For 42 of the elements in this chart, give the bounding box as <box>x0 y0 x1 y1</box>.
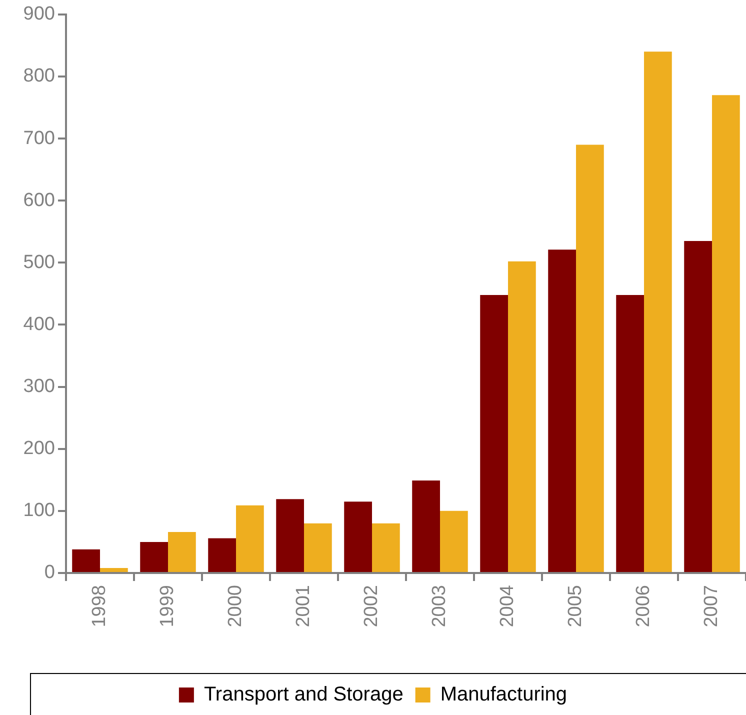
bar <box>100 568 128 572</box>
y-tick-label: 0 <box>44 562 55 584</box>
bar <box>712 95 740 572</box>
bar <box>276 499 304 572</box>
bar <box>548 250 576 572</box>
bar <box>140 542 168 572</box>
bar <box>372 523 400 572</box>
x-tick-label: 1999 <box>157 585 178 628</box>
bar <box>344 502 372 572</box>
bar <box>72 549 100 572</box>
y-tick-label: 500 <box>23 252 55 273</box>
y-tick-label: 600 <box>23 190 55 211</box>
x-tick-label: 2006 <box>633 585 654 628</box>
x-tick-label: 2004 <box>497 584 518 628</box>
y-tick-label: 100 <box>23 500 55 522</box>
x-tick-label: 2007 <box>701 585 722 628</box>
x-tick-label: 2001 <box>293 585 314 628</box>
bar <box>508 261 536 572</box>
x-tick-label: 1998 <box>89 585 110 628</box>
y-tick-label: 400 <box>23 314 55 335</box>
bar <box>412 480 440 572</box>
bar <box>644 52 672 572</box>
y-tick-label: 200 <box>23 438 55 460</box>
bar <box>576 144 604 572</box>
bar <box>304 523 332 572</box>
y-tick-label: 800 <box>23 66 55 87</box>
bar <box>168 532 196 572</box>
bar <box>616 294 644 572</box>
legend-label: Manufacturing <box>440 684 568 706</box>
y-tick-label: 300 <box>23 376 55 398</box>
bar <box>480 294 508 572</box>
bar <box>208 538 236 572</box>
x-tick-label: 2005 <box>565 585 586 628</box>
x-tick-label: 2000 <box>225 585 246 628</box>
bar <box>440 510 468 572</box>
y-tick-label: 700 <box>23 128 55 149</box>
bar <box>236 505 264 572</box>
x-tick-label: 2002 <box>361 585 382 628</box>
y-tick-label: 900 <box>23 4 55 25</box>
x-tick-label: 2003 <box>429 585 450 628</box>
legend-label: Transport and Storage <box>204 684 404 706</box>
bar <box>684 240 712 572</box>
